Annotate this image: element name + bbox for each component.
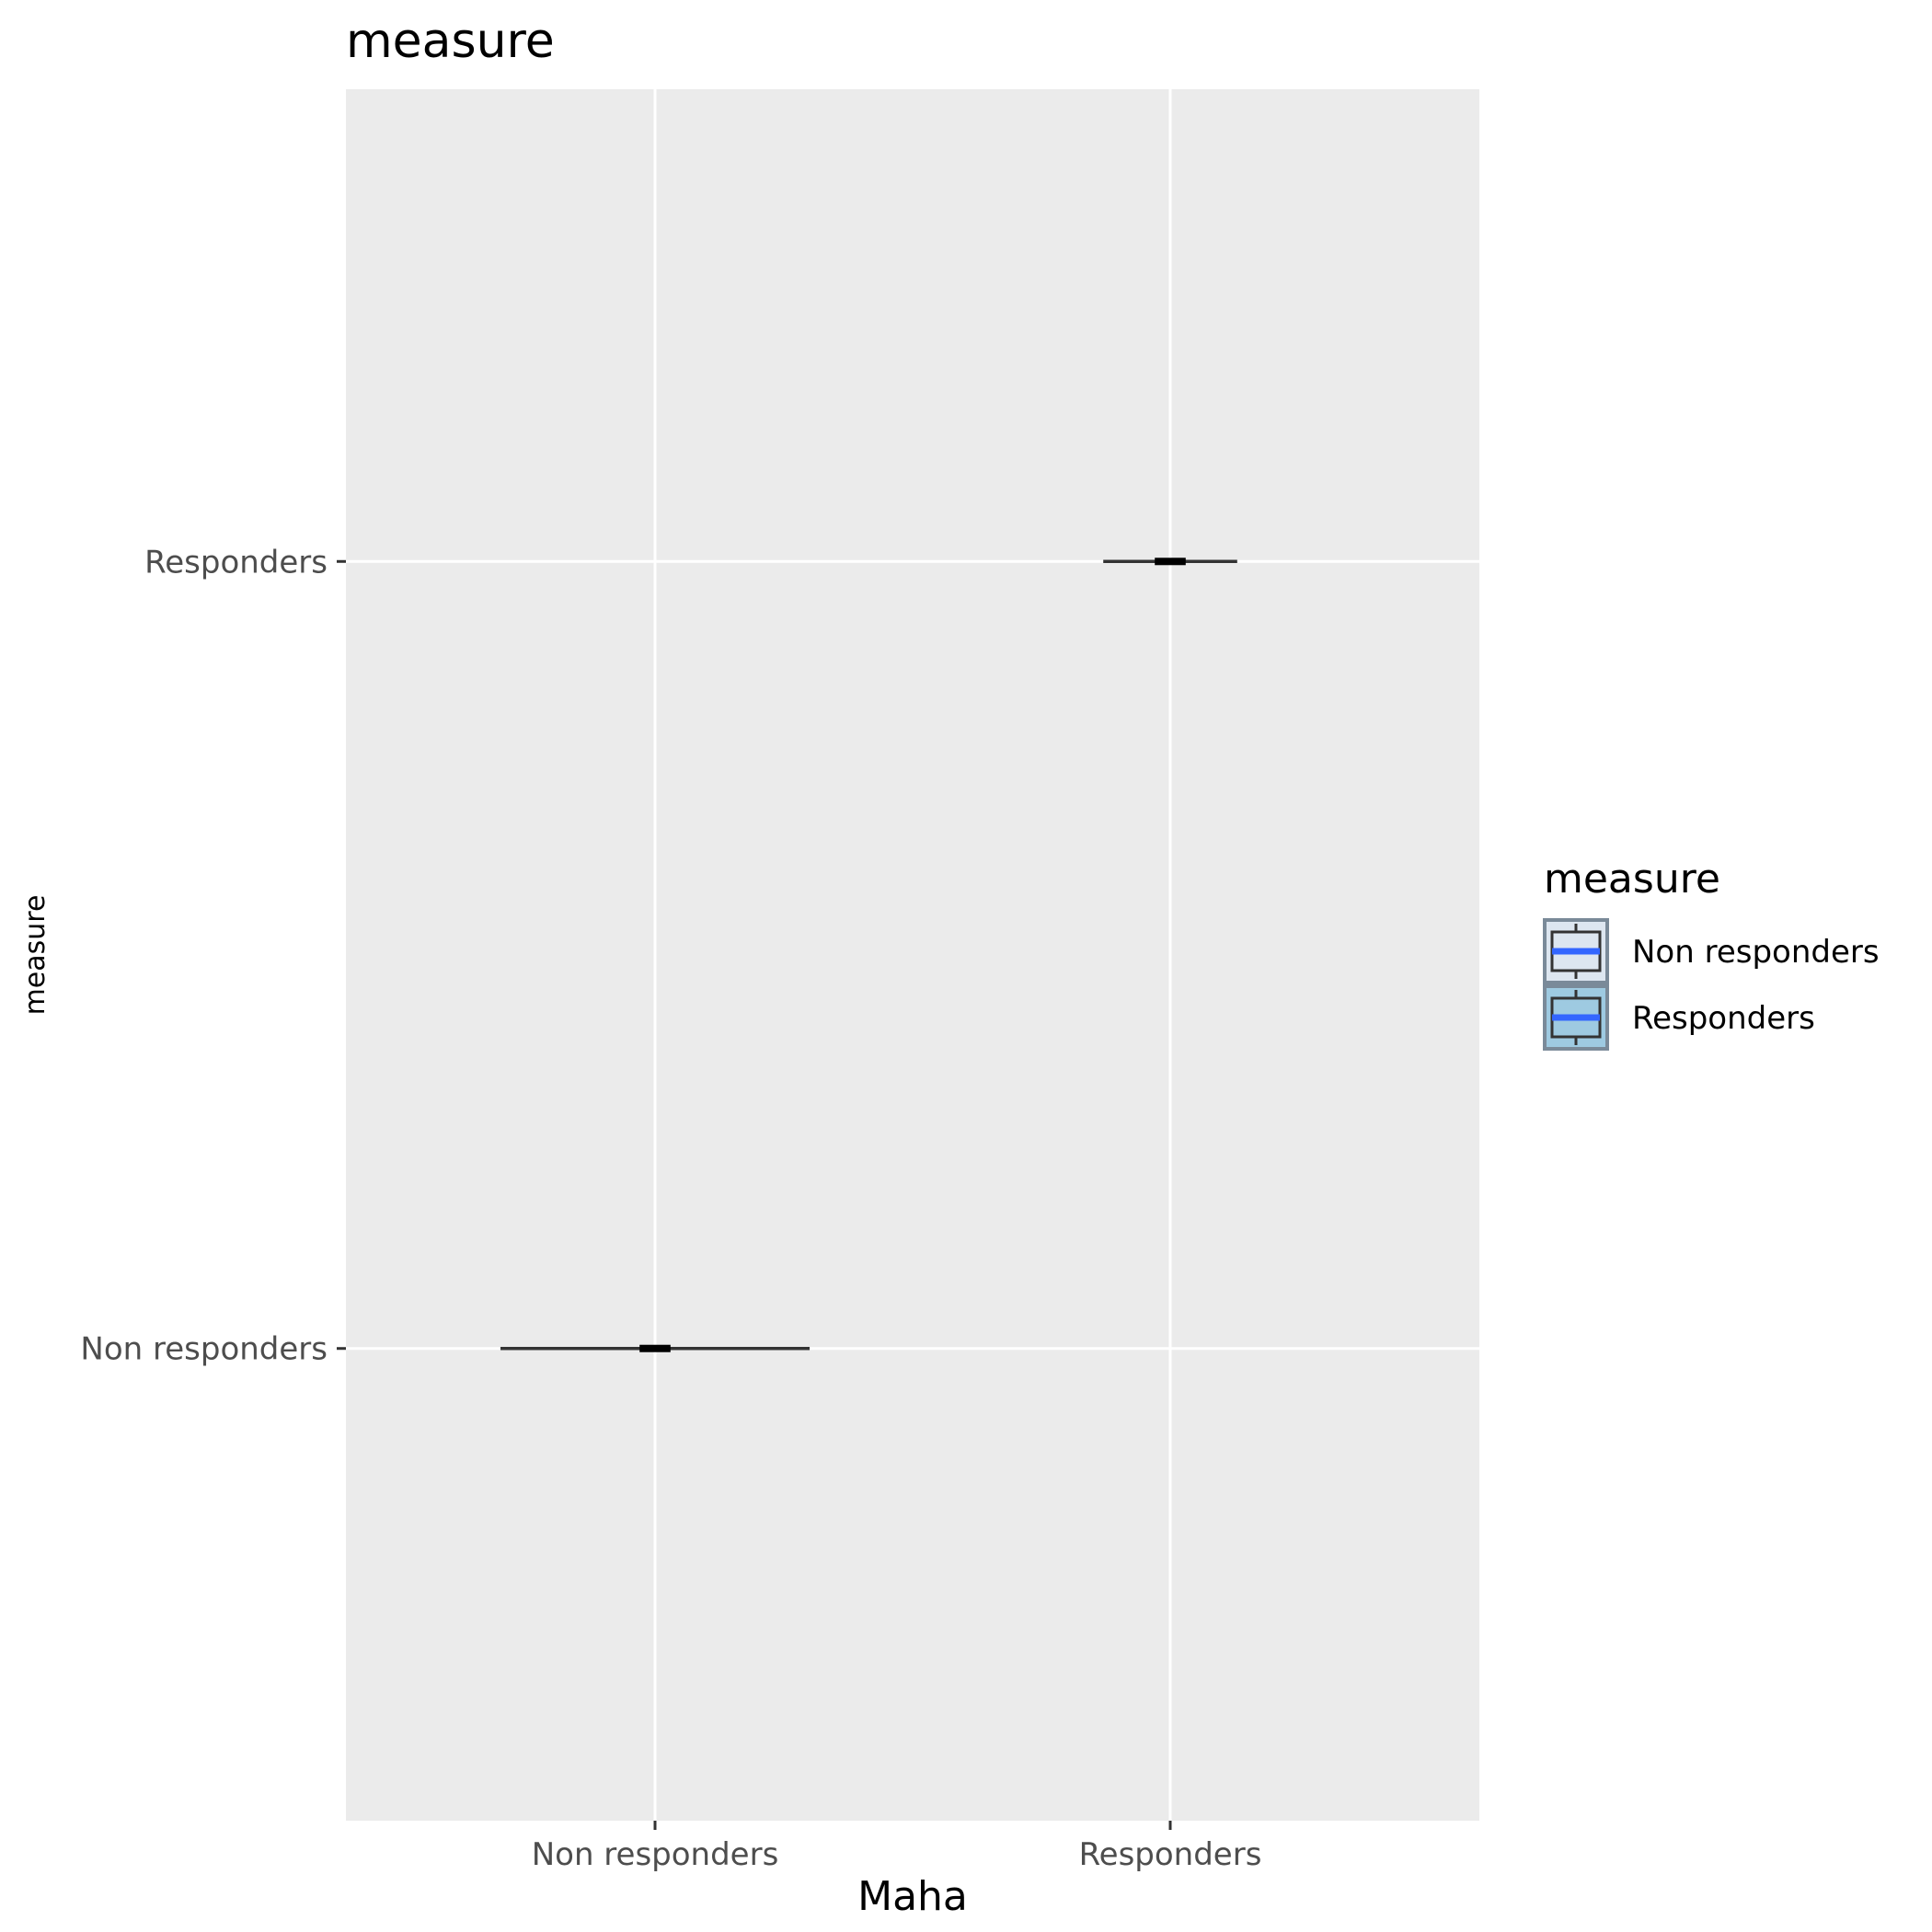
x-axis-title: Maha — [857, 1873, 968, 1920]
legend-label-non-responders: Non responders — [1632, 934, 1880, 971]
x-tick-label-non-responders: Non responders — [532, 1836, 779, 1873]
axis-ticks — [337, 559, 1172, 1830]
x-tick-label-responders: Responders — [1079, 1836, 1262, 1873]
box-responders — [1103, 558, 1237, 566]
box-non-responders — [500, 1344, 810, 1352]
legend-title: measure — [1544, 856, 1720, 903]
box-body-responders — [1155, 558, 1186, 566]
legend-label-responders: Responders — [1632, 1000, 1815, 1037]
legend-item-non-responders: Non responders — [1543, 918, 1880, 984]
y-tick-labels: Non responders Responders — [80, 544, 328, 1367]
chart-title: measure — [346, 14, 555, 69]
legend: Non responders Responders — [1543, 918, 1880, 1051]
y-tick-label-non-responders: Non responders — [80, 1331, 328, 1368]
legend-item-responders: Responders — [1543, 984, 1815, 1051]
plot-panel — [346, 89, 1479, 1821]
box-body-non-responders — [639, 1344, 671, 1352]
y-tick-label-responders: Responders — [144, 544, 328, 581]
x-tick-labels: Non responders Responders — [532, 1836, 1262, 1873]
box-marks — [500, 558, 1237, 1352]
y-axis-title: measure — [19, 895, 52, 1016]
